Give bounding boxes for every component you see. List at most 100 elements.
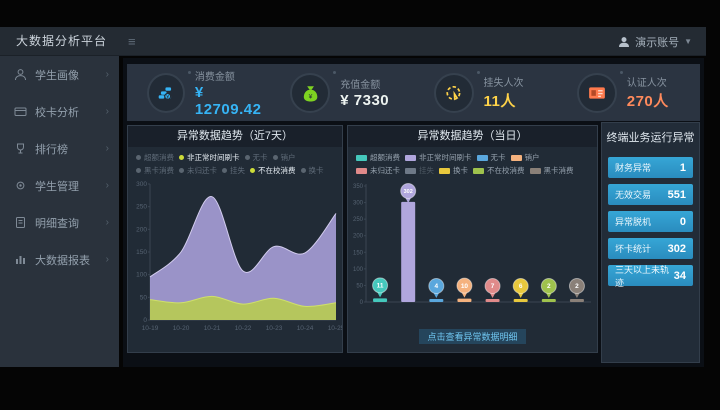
top-navbar: 大数据分析平台 ≡ 演示账号 ▼	[0, 27, 706, 56]
kpi-value: 11人	[483, 93, 516, 110]
svg-text:200: 200	[136, 226, 147, 233]
terminal-row-label: 无效交易	[615, 190, 652, 200]
legend-item-today-5[interactable]: 未归还卡	[356, 165, 400, 176]
kpi-label: 充值金额	[340, 80, 381, 91]
legend-dot	[179, 168, 184, 173]
svg-text:2: 2	[575, 283, 579, 290]
terminal-row-label: 坏卡统计	[615, 244, 652, 254]
chevron-down-icon: ▼	[684, 37, 692, 46]
svg-text:150: 150	[353, 250, 364, 256]
svg-text:350: 350	[353, 184, 364, 190]
card-icon	[14, 107, 27, 116]
sidebar-item-label: 校卡分析	[35, 106, 79, 119]
legend-dot	[222, 168, 227, 173]
svg-text:250: 250	[136, 204, 147, 211]
svg-text:302: 302	[404, 189, 413, 195]
legend-item-today-9[interactable]: 黑卡消费	[529, 165, 574, 176]
kpi-icon-circle	[433, 70, 480, 113]
svg-text:100: 100	[136, 272, 147, 279]
terminal-panel-title: 终端业务运行异常	[606, 132, 695, 144]
trend-today-legend: 超额消费 非正常时间刷卡 无卡 销户未归还卡 挂失 换卡 不在校消费 黑卡消费	[348, 147, 597, 178]
sidebar-item-1[interactable]: 学生画像 ›	[0, 56, 119, 93]
sidebar-item-label: 明细查询	[35, 217, 79, 230]
app-title: 大数据分析平台	[16, 34, 108, 48]
sidebar-item-5[interactable]: 明细查询 ›	[0, 204, 119, 241]
legend-item-7day-9[interactable]: 换卡	[300, 165, 324, 176]
legend-label: 挂失	[230, 166, 245, 175]
legend-label: 未归还卡	[370, 166, 400, 175]
legend-item-today-4[interactable]: 销户	[510, 152, 540, 163]
legend-dot	[244, 155, 250, 160]
svg-text:10-19: 10-19	[142, 325, 159, 332]
legend-item-7day-8[interactable]: 不在校消费	[250, 165, 296, 176]
user-name: 演示账号	[635, 36, 680, 49]
terminal-row-value: 34	[673, 269, 686, 282]
chevron-right-icon: ›	[105, 106, 109, 117]
sparkle-dot	[619, 70, 623, 74]
legend-item-today-3[interactable]: 无卡	[476, 152, 506, 163]
sidebar-item-6[interactable]: 大数据报表 ›	[0, 241, 119, 278]
legend-swatch	[405, 167, 416, 174]
legend-item-7day-3[interactable]: 无卡	[244, 152, 268, 163]
legend-swatch	[405, 154, 416, 161]
legend-swatch	[473, 167, 484, 174]
terminal-row-value: 551	[667, 188, 686, 201]
legend-swatch	[476, 154, 488, 161]
kpi-card-4: 认证人次 270人	[557, 64, 700, 121]
svg-text:10-22: 10-22	[235, 325, 252, 332]
bar-超额消费: 11	[372, 277, 389, 302]
legend-label: 未归还卡	[187, 166, 217, 175]
detail-report-link[interactable]: 点击查看异常数据明细	[419, 329, 526, 344]
user-menu[interactable]: 演示账号 ▼	[618, 27, 692, 56]
svg-text:100: 100	[353, 267, 364, 273]
chevron-right-icon: ›	[105, 254, 109, 265]
legend-item-7day-4[interactable]: 销户	[272, 152, 296, 163]
kpi-icon-circle: ¥	[147, 70, 191, 113]
legend-item-7day-6[interactable]: 未归还卡	[179, 165, 217, 176]
legend-dot	[136, 168, 141, 173]
svg-text:10-25: 10-25	[328, 325, 342, 332]
gear-icon	[16, 181, 25, 190]
legend-label: 黑卡消费	[144, 166, 174, 175]
terminal-row-4[interactable]: 坏卡统计 302	[608, 238, 693, 259]
kpi-strip: ¥ 消费金额 ¥ 12709.42 ¥ 充值金额 ¥ 7330 挂失人次 11人 认证人次 270…	[127, 64, 700, 121]
trend-today-panel: 异常数据趋势（当日） 超额消费 非正常时间刷卡 无卡 销户未归还卡 挂失 换卡 不在校消费 黑…	[347, 125, 598, 353]
chevron-right-icon: ›	[105, 69, 109, 80]
legend-label: 不在校消费	[258, 166, 296, 175]
legend-item-7day-7[interactable]: 挂失	[222, 165, 245, 176]
trend-7day-legend: 超额消费 非正常时间刷卡 无卡 销户黑卡消费 未归还卡 挂失 不在校消费 换卡	[128, 147, 342, 178]
svg-text:¥: ¥	[309, 93, 313, 100]
legend-item-7day-1[interactable]: 超额消费	[136, 152, 174, 163]
kpi-label: 挂失人次	[483, 78, 524, 89]
terminal-row-3[interactable]: 异常脱机 0	[608, 211, 693, 232]
sidebar-item-label: 学生画像	[35, 69, 79, 82]
legend-label: 超额消费	[370, 153, 400, 162]
svg-text:0: 0	[143, 317, 147, 324]
bar-黑卡消费: 2	[568, 278, 585, 302]
sidebar-item-3[interactable]: 排行榜 ›	[0, 130, 119, 167]
click-icon	[445, 85, 460, 101]
sidebar-toggle-icon[interactable]: ≡	[128, 34, 136, 49]
terminal-row-5[interactable]: 三天以上未轨迹 34	[608, 264, 693, 288]
legend-item-today-6[interactable]: 挂失	[405, 165, 434, 176]
legend-item-today-8[interactable]: 不在校消费	[473, 165, 525, 176]
legend-item-today-7[interactable]: 换卡	[439, 165, 468, 176]
terminal-row-label: 三天以上未轨迹	[615, 264, 670, 288]
terminal-row-2[interactable]: 无效交易 551	[608, 184, 693, 205]
legend-item-7day-2[interactable]: 非正常时间刷卡	[179, 152, 240, 163]
sidebar-item-2[interactable]: 校卡分析 ›	[0, 93, 119, 130]
legend-item-7day-5[interactable]: 黑卡消费	[136, 165, 174, 176]
legend-label: 销户	[280, 153, 296, 162]
legend-swatch	[439, 167, 450, 174]
trend-today-title: 异常数据趋势（当日）	[348, 126, 597, 147]
sidebar-item-4[interactable]: 学生管理 ›	[0, 167, 119, 204]
terminal-row-1[interactable]: 财务异常 1	[608, 157, 693, 178]
chevron-right-icon: ›	[105, 143, 109, 154]
legend-item-today-1[interactable]: 超额消费	[356, 152, 400, 163]
terminal-row-value: 1	[679, 161, 686, 174]
kpi-text: 挂失人次 11人	[484, 74, 524, 111]
kpi-icon-circle: ¥	[290, 70, 337, 113]
legend-item-today-2[interactable]: 非正常时间刷卡	[405, 152, 472, 163]
terminal-rows: 财务异常 1 无效交易 551 异常脱机 0 坏卡统计 302 三天以上未轨迹 34	[602, 157, 699, 288]
legend-dot	[250, 168, 255, 173]
